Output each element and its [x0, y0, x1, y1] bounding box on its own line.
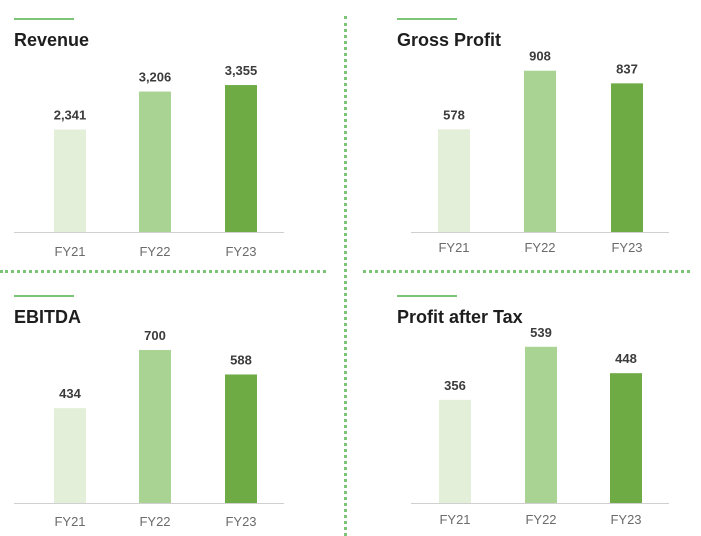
- tick-label-fy21: FY21: [438, 240, 469, 255]
- chart-panel-profit-after-tax: Profit after Tax 356 FY21 539 FY22 448 FY23: [397, 295, 697, 535]
- accent-line: [14, 18, 74, 20]
- value-label-fy23: 3,355: [225, 63, 258, 78]
- value-label-fy21: 434: [59, 386, 81, 401]
- bar-fy23: [225, 374, 257, 503]
- chart-title: Gross Profit: [397, 30, 502, 50]
- tick-label-fy22: FY22: [139, 514, 170, 529]
- horizontal-divider-left: [0, 270, 326, 273]
- bar-fy23: [225, 85, 257, 233]
- value-label-fy21: 2,341: [54, 107, 87, 122]
- horizontal-divider-right: [363, 270, 690, 273]
- bar-fy23: [610, 373, 642, 503]
- bar-fy22: [139, 91, 171, 232]
- bar-fy22: [524, 70, 556, 232]
- accent-line: [397, 295, 457, 297]
- bar-fy22: [525, 346, 557, 503]
- value-label-fy21: 356: [444, 378, 466, 393]
- tick-label-fy23: FY23: [610, 512, 641, 527]
- ebitda-bar-chart: 434 FY21 700 FY22 588 FY23: [14, 328, 284, 529]
- bar-fy22: [139, 349, 171, 503]
- chart-panel-ebitda: EBITDA 434 FY21 700 FY22 588 FY23: [14, 295, 314, 535]
- bar-fy21: [438, 129, 470, 232]
- chart-title: Revenue: [14, 30, 90, 50]
- tick-label-fy21: FY21: [54, 514, 85, 529]
- value-label-fy23: 588: [230, 352, 252, 367]
- bar-fy21: [54, 408, 86, 503]
- tick-label-fy22: FY22: [139, 244, 170, 259]
- value-label-fy22: 908: [529, 49, 551, 64]
- bar-fy23: [611, 83, 643, 232]
- tick-label-fy22: FY22: [525, 512, 556, 527]
- chart-title: EBITDA: [14, 307, 81, 327]
- tick-label-fy22: FY22: [524, 240, 555, 255]
- value-label-fy22: 700: [144, 328, 166, 343]
- profit-after-tax-bar-chart: 356 FY21 539 FY22 448 FY23: [411, 325, 669, 527]
- accent-line: [14, 295, 74, 297]
- chart-panel-gross-profit: Gross Profit 578 FY21 908 FY22 837 FY23: [397, 18, 697, 268]
- tick-label-fy21: FY21: [439, 512, 470, 527]
- tick-label-fy23: FY23: [225, 514, 256, 529]
- accent-line: [397, 18, 457, 20]
- value-label-fy21: 578: [443, 107, 465, 122]
- value-label-fy23: 837: [616, 61, 638, 76]
- tick-label-fy23: FY23: [611, 240, 642, 255]
- chart-panel-revenue: Revenue 2,341 FY21 3,206 FY22 3,355 FY23: [14, 18, 314, 268]
- bar-fy21: [439, 399, 471, 503]
- chart-title: Profit after Tax: [397, 307, 523, 327]
- tick-label-fy21: FY21: [54, 244, 85, 259]
- value-label-fy22: 539: [530, 325, 552, 340]
- bar-fy21: [54, 129, 86, 232]
- value-label-fy23: 448: [615, 351, 637, 366]
- revenue-bar-chart: 2,341 FY21 3,206 FY22 3,355 FY23: [14, 63, 284, 259]
- gross-profit-bar-chart: 578 FY21 908 FY22 837 FY23: [411, 49, 669, 255]
- vertical-divider: [344, 16, 347, 536]
- value-label-fy22: 3,206: [139, 70, 172, 85]
- tick-label-fy23: FY23: [225, 244, 256, 259]
